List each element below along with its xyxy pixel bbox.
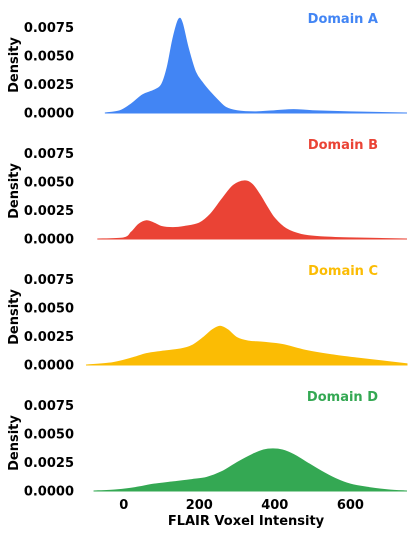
y-tick-label: 0.0025 xyxy=(24,78,74,93)
y-axis-title: Density xyxy=(7,415,22,471)
y-tick-label: 0.0000 xyxy=(24,233,74,248)
x-tick-label: 200 xyxy=(186,498,213,513)
density-area xyxy=(104,17,408,114)
x-tick-label: 600 xyxy=(337,498,364,513)
x-axis-title: FLAIR Voxel Intensity xyxy=(168,514,325,529)
y-tick-label: 0.0075 xyxy=(24,399,74,414)
x-tick-label: 400 xyxy=(261,498,288,513)
y-tick-label: 0.0000 xyxy=(24,359,74,374)
y-tick-label: 0.0025 xyxy=(24,330,74,345)
y-tick-label: 0.0025 xyxy=(24,204,74,219)
y-tick-label: 0.0050 xyxy=(24,50,74,65)
density-area xyxy=(93,448,408,492)
panel-label: Domain A xyxy=(308,12,378,27)
y-tick-label: 0.0075 xyxy=(24,21,74,36)
density-area xyxy=(97,180,408,240)
y-tick-label: 0.0025 xyxy=(24,456,74,471)
y-tick-label: 0.0050 xyxy=(24,428,74,443)
x-axis: 0 200 400 600 xyxy=(119,498,364,513)
y-tick-label: 0.0000 xyxy=(24,485,74,500)
density-area xyxy=(85,325,408,366)
y-tick-label: 0.0050 xyxy=(24,176,74,191)
y-axis-title: Density xyxy=(7,163,22,219)
y-tick-label: 0.0075 xyxy=(24,273,74,288)
x-tick-label: 0 xyxy=(119,498,128,513)
panel-label: Domain B xyxy=(308,138,378,153)
y-tick-label: 0.0050 xyxy=(24,302,74,317)
panel-label: Domain C xyxy=(308,264,378,279)
panel-label: Domain D xyxy=(307,390,378,405)
y-axis-title: Density xyxy=(7,289,22,345)
y-tick-label: 0.0075 xyxy=(24,147,74,162)
y-axis-title: Density xyxy=(7,37,22,93)
y-tick-label: 0.0000 xyxy=(24,107,74,122)
